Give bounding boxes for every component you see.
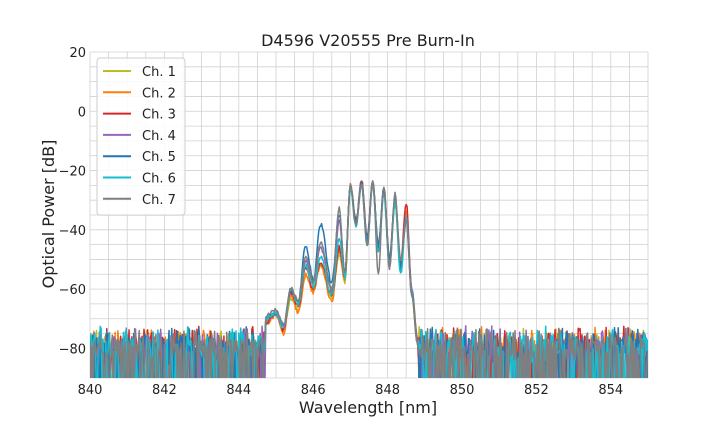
legend-label: Ch. 4	[142, 129, 176, 144]
x-tick-label: 846	[301, 383, 326, 398]
plot-area	[90, 180, 648, 378]
tick-labels: 840 842 844 846 848 850 852 854 −80 −60 −40 −20 0 20	[59, 46, 624, 398]
legend-box	[96, 57, 186, 216]
y-tick-label: 20	[69, 46, 86, 61]
series-line	[90, 180, 648, 378]
x-tick-label: 854	[598, 383, 623, 398]
legend-label: Ch. 6	[142, 172, 176, 187]
y-tick-label: −80	[59, 342, 86, 357]
legend-label: Ch. 5	[142, 150, 176, 165]
legend-label: Ch. 3	[142, 108, 176, 123]
y-tick-label: −40	[59, 224, 86, 239]
legend-label: Ch. 7	[142, 193, 176, 208]
x-tick-label: 840	[78, 383, 103, 398]
x-tick-label: 852	[524, 383, 549, 398]
x-tick-label: 848	[375, 383, 400, 398]
legend: Ch. 1 Ch. 2 Ch. 3 Ch. 4 Ch. 5 Ch. 6 Ch. 7	[96, 57, 186, 216]
legend-label: Ch. 1	[142, 65, 176, 80]
legend-label: Ch. 2	[142, 86, 176, 101]
chart-title: D4596 V20555 Pre Burn-In	[261, 31, 475, 50]
y-tick-label: 0	[78, 105, 86, 120]
y-tick-label: −20	[59, 165, 86, 180]
x-tick-label: 842	[152, 383, 177, 398]
x-tick-label: 844	[226, 383, 251, 398]
y-axis-label: Optical Power [dB]	[39, 140, 58, 289]
x-tick-label: 850	[450, 383, 475, 398]
y-tick-label: −60	[59, 283, 86, 298]
x-axis-label: Wavelength [nm]	[299, 398, 437, 417]
